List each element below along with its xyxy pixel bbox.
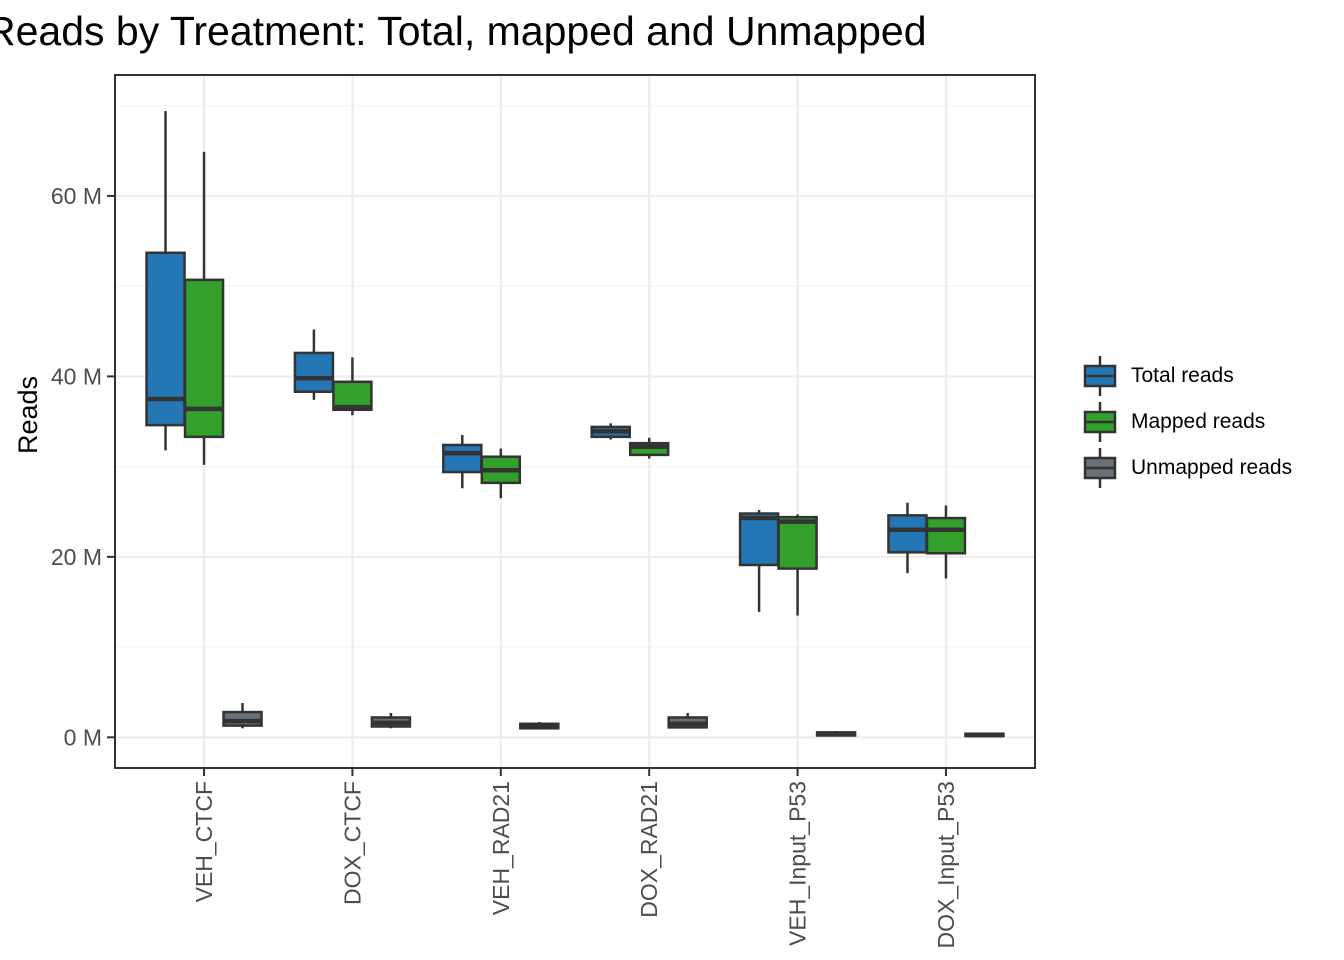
box-rect [738,512,780,567]
x-tick-label: DOX_Input_P53 [933,781,959,949]
box-rect [442,443,483,474]
legend: Total reads Mapped reads Unmapped reads [1082,355,1292,489]
legend-item-mapped-reads: Mapped reads [1082,401,1292,443]
legend-item-total-reads: Total reads [1082,355,1292,397]
y-tick-label: 0 M [64,724,102,750]
box-rect [293,351,335,393]
panel-background [115,75,1035,768]
boxplot-key-icon [1083,402,1117,442]
box-rect [887,514,928,554]
boxplot-key-icon [1083,356,1117,396]
x-tick-label: VEH_Input_P53 [785,781,811,946]
legend-label: Mapped reads [1131,410,1266,433]
legend-item-unmapped-reads: Unmapped reads [1082,447,1292,489]
x-tick-label: DOX_CTCF [339,781,365,905]
box-rect [777,515,818,570]
box-rect [145,251,186,427]
y-tick-label: 60 M [51,183,102,209]
x-tick-label: VEH_CTCF [191,781,217,902]
boxplot-key-icon [1083,448,1117,488]
y-tick-label: 40 M [51,363,102,389]
y-tick-label: 20 M [51,544,102,570]
box-rect [222,710,263,727]
x-tick-label: VEH_RAD21 [488,781,514,915]
legend-label: Unmapped reads [1131,456,1293,479]
legend-label: Total reads [1131,364,1234,387]
x-tick-label: DOX_RAD21 [636,781,662,918]
box-rect [628,441,670,457]
box-rect [183,278,225,439]
panel-border [114,74,1036,769]
box-rect [925,516,967,555]
chart-title: Reads by Treatment: Total, mapped and Un… [0,8,927,54]
